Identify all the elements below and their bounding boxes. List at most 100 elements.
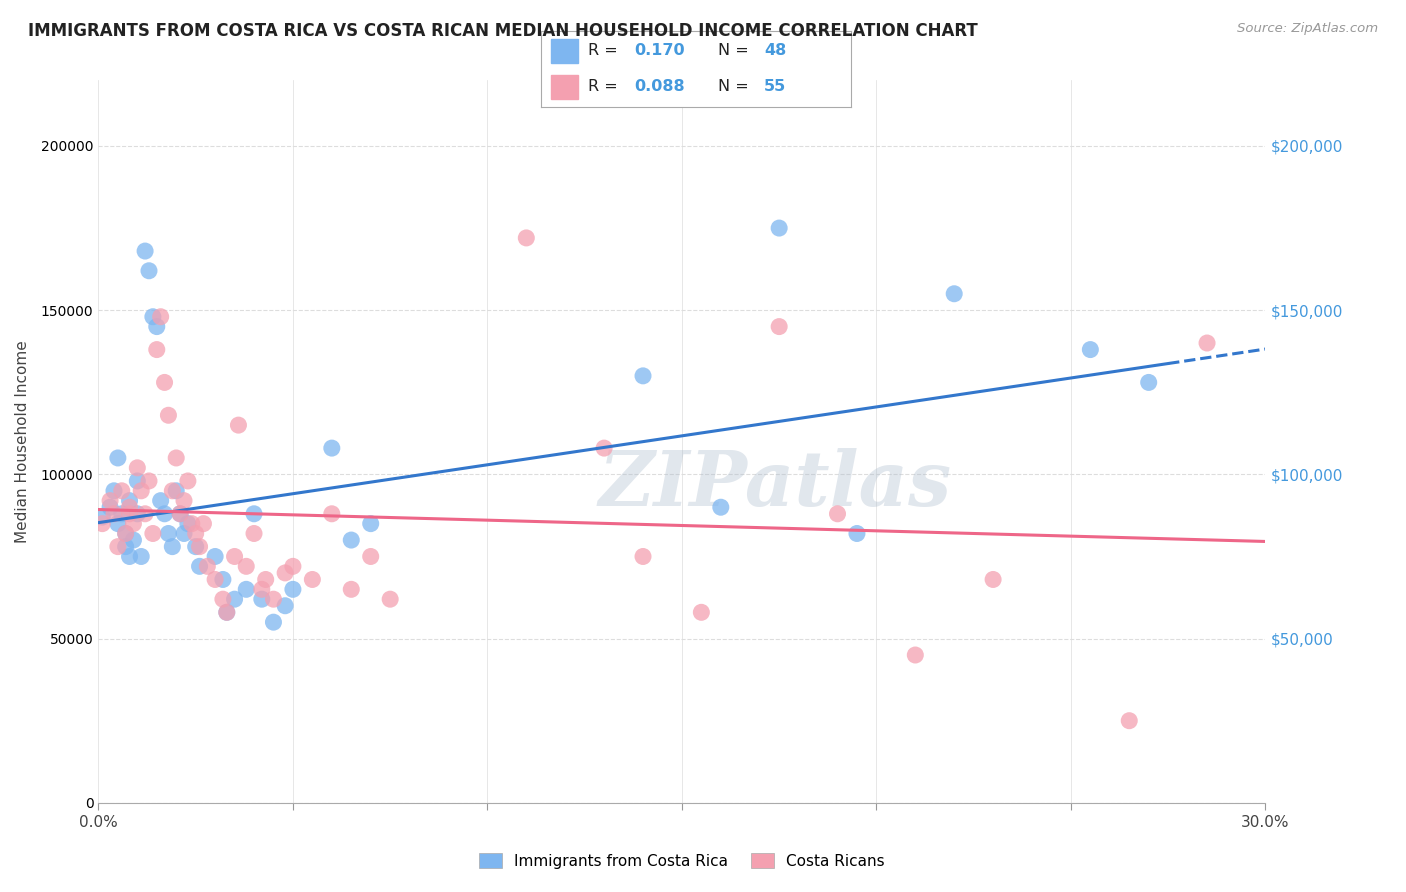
- Text: ZIPatlas: ZIPatlas: [599, 448, 952, 522]
- Point: [127, 460, 149, 475]
- Text: Source: ZipAtlas.com: Source: ZipAtlas.com: [1237, 22, 1378, 36]
- Point: [177, 516, 200, 531]
- Point: [827, 507, 849, 521]
- Point: [274, 599, 297, 613]
- Point: [127, 507, 149, 521]
- Text: IMMIGRANTS FROM COSTA RICA VS COSTA RICAN MEDIAN HOUSEHOLD INCOME CORRELATION CH: IMMIGRANTS FROM COSTA RICA VS COSTA RICA…: [28, 22, 977, 40]
- Point: [114, 540, 136, 554]
- Point: [224, 592, 246, 607]
- Point: [134, 244, 156, 258]
- Point: [162, 483, 184, 498]
- Point: [1195, 336, 1218, 351]
- Point: [215, 605, 238, 619]
- Point: [710, 500, 733, 515]
- Point: [340, 582, 363, 597]
- Point: [157, 526, 180, 541]
- Point: [173, 526, 195, 541]
- Point: [107, 540, 129, 554]
- Point: [142, 526, 165, 541]
- Point: [593, 441, 616, 455]
- Point: [262, 592, 284, 607]
- Point: [243, 507, 266, 521]
- Point: [142, 310, 165, 324]
- Text: N =: N =: [717, 43, 754, 58]
- Point: [98, 493, 121, 508]
- Point: [212, 592, 235, 607]
- Point: [103, 507, 125, 521]
- Point: [180, 516, 202, 531]
- Point: [188, 540, 211, 554]
- Legend: Immigrants from Costa Rica, Costa Ricans: Immigrants from Costa Rica, Costa Ricans: [472, 847, 891, 875]
- Point: [169, 507, 191, 521]
- Point: [212, 573, 235, 587]
- Point: [254, 573, 277, 587]
- Point: [250, 592, 273, 607]
- Text: 0.170: 0.170: [634, 43, 685, 58]
- Point: [301, 573, 323, 587]
- Point: [184, 526, 207, 541]
- Point: [262, 615, 284, 630]
- Text: 55: 55: [763, 79, 786, 95]
- Point: [122, 533, 145, 547]
- Point: [360, 516, 382, 531]
- Text: 48: 48: [763, 43, 786, 58]
- Point: [149, 310, 172, 324]
- Point: [360, 549, 382, 564]
- Point: [146, 343, 169, 357]
- Point: [107, 450, 129, 465]
- Point: [91, 510, 114, 524]
- Point: [98, 500, 121, 515]
- Point: [193, 516, 215, 531]
- Text: 0.088: 0.088: [634, 79, 685, 95]
- Point: [169, 507, 191, 521]
- Y-axis label: Median Household Income: Median Household Income: [15, 340, 30, 543]
- Point: [235, 582, 257, 597]
- Point: [281, 559, 304, 574]
- Point: [173, 493, 195, 508]
- Point: [91, 516, 114, 531]
- Point: [768, 319, 790, 334]
- Point: [943, 286, 966, 301]
- Point: [250, 582, 273, 597]
- Point: [321, 507, 343, 521]
- Point: [274, 566, 297, 580]
- Point: [114, 526, 136, 541]
- Point: [118, 549, 141, 564]
- Text: R =: R =: [588, 43, 623, 58]
- Point: [515, 231, 537, 245]
- Point: [1137, 376, 1160, 390]
- Point: [235, 559, 257, 574]
- Point: [134, 507, 156, 521]
- Point: [1080, 343, 1102, 357]
- Point: [129, 483, 152, 498]
- Point: [153, 376, 176, 390]
- Point: [981, 573, 1004, 587]
- Bar: [551, 75, 578, 99]
- Point: [215, 605, 238, 619]
- Point: [129, 549, 152, 564]
- Point: [118, 500, 141, 515]
- Point: [138, 264, 160, 278]
- Point: [118, 493, 141, 508]
- Point: [157, 409, 180, 423]
- Point: [631, 368, 654, 383]
- Point: [204, 573, 226, 587]
- Point: [146, 319, 169, 334]
- Bar: [551, 38, 578, 63]
- Point: [165, 483, 187, 498]
- Point: [195, 559, 218, 574]
- Point: [184, 540, 207, 554]
- Point: [162, 540, 184, 554]
- Point: [631, 549, 654, 564]
- Point: [111, 483, 134, 498]
- Point: [107, 516, 129, 531]
- Point: [138, 474, 160, 488]
- Point: [281, 582, 304, 597]
- Point: [118, 507, 141, 521]
- Point: [380, 592, 402, 607]
- Point: [846, 526, 869, 541]
- Point: [122, 516, 145, 531]
- Text: N =: N =: [717, 79, 754, 95]
- Point: [690, 605, 713, 619]
- Point: [103, 483, 125, 498]
